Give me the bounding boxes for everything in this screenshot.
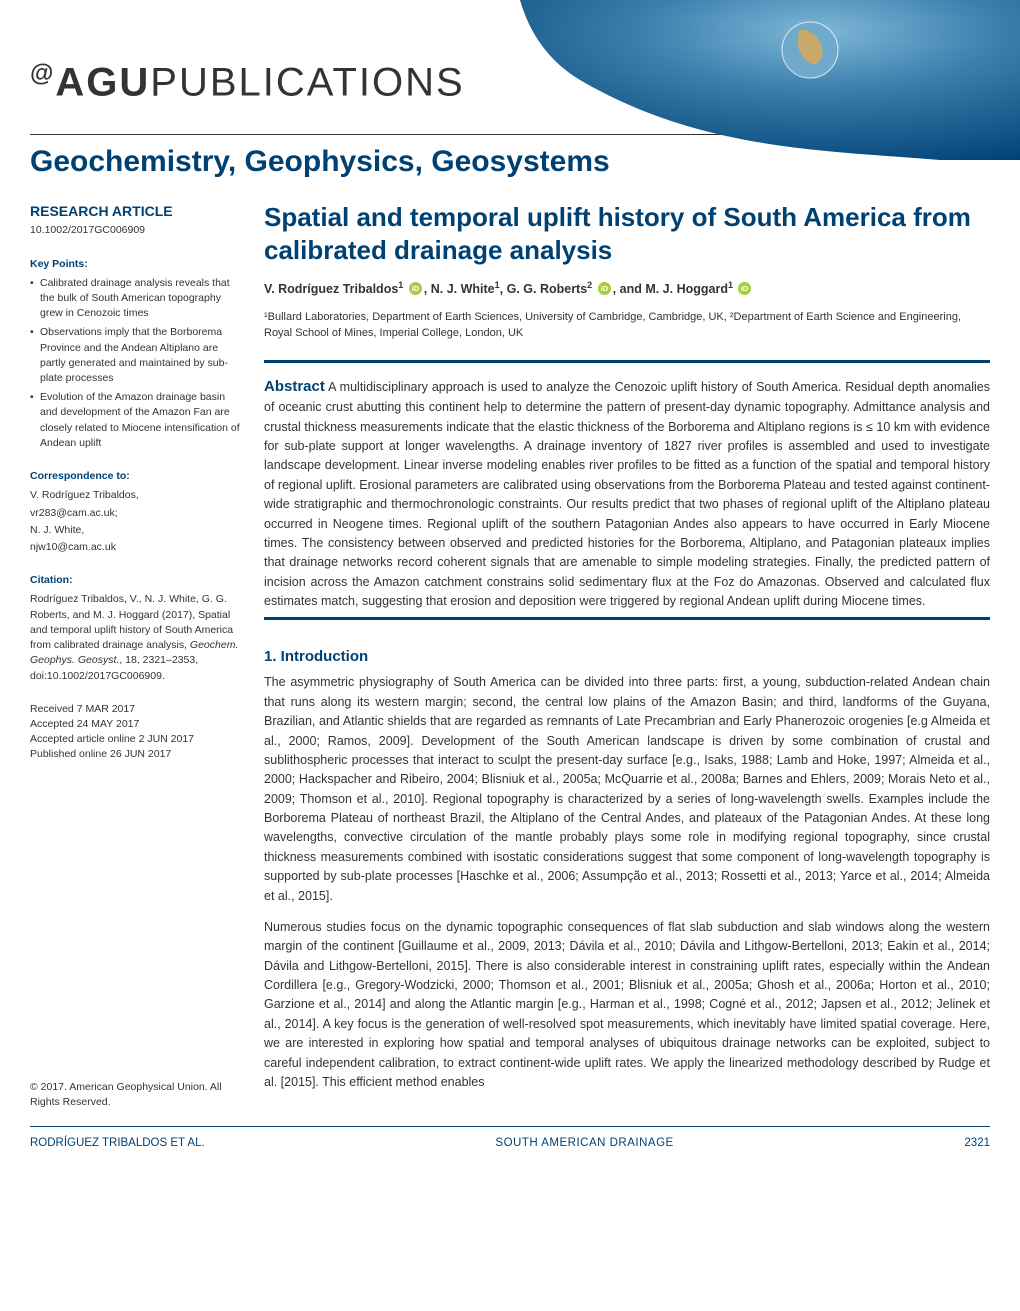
author-affil-sup: 1 bbox=[728, 280, 733, 290]
footer: RODRÍGUEZ TRIBALDOS ET AL. SOUTH AMERICA… bbox=[30, 1127, 990, 1149]
author-affil-sup: 2 bbox=[587, 280, 592, 290]
keypoint-item: Calibrated drainage analysis reveals tha… bbox=[30, 276, 242, 322]
date-line: Accepted 24 MAY 2017 bbox=[30, 717, 242, 732]
footer-page-number: 2321 bbox=[964, 1137, 990, 1149]
doi: 10.1002/2017GC006909 bbox=[30, 223, 242, 238]
date-line: Accepted article online 2 JUN 2017 bbox=[30, 732, 242, 747]
svg-text:iD: iD bbox=[600, 284, 608, 293]
article-title: Spatial and temporal uplift history of S… bbox=[264, 201, 990, 266]
logo-thin: PUBLICATIONS bbox=[150, 60, 464, 104]
article-type-label: RESEARCH ARTICLE bbox=[30, 201, 242, 221]
orcid-icon[interactable]: iD bbox=[598, 282, 611, 295]
abstract-bottom-rule bbox=[264, 617, 990, 620]
orcid-icon[interactable]: iD bbox=[409, 282, 422, 295]
svg-text:iD: iD bbox=[741, 284, 749, 293]
author-name: V. Rodríguez Tribaldos bbox=[264, 282, 398, 296]
correspondence-line: vr283@cam.ac.uk; bbox=[30, 506, 242, 521]
date-line: Received 7 MAR 2017 bbox=[30, 702, 242, 717]
sidebar: RESEARCH ARTICLE 10.1002/2017GC006909 Ke… bbox=[30, 201, 242, 1104]
keypoints-list: Calibrated drainage analysis reveals tha… bbox=[30, 276, 242, 451]
logo-prefix: @ bbox=[30, 60, 55, 87]
footer-authors: RODRÍGUEZ TRIBALDOS ET AL. bbox=[30, 1137, 205, 1149]
abstract-top-rule bbox=[264, 360, 990, 363]
correspondence-line: V. Rodríguez Tribaldos, bbox=[30, 488, 242, 503]
orcid-icon[interactable]: iD bbox=[738, 282, 751, 295]
abstract-label: Abstract bbox=[264, 378, 325, 395]
svg-text:iD: iD bbox=[412, 284, 420, 293]
correspondence-line: njw10@cam.ac.uk bbox=[30, 540, 242, 555]
correspondence-heading: Correspondence to: bbox=[30, 469, 242, 484]
author-affil-sup: 1 bbox=[398, 280, 403, 290]
dates-block: Received 7 MAR 2017 Accepted 24 MAY 2017… bbox=[30, 702, 242, 763]
keypoint-item: Observations imply that the Borborema Pr… bbox=[30, 325, 242, 386]
correspondence-line: N. J. White, bbox=[30, 523, 242, 538]
copyright: © 2017. American Geophysical Union. All … bbox=[30, 1080, 242, 1109]
correspondence-block: V. Rodríguez Tribaldos, vr283@cam.ac.uk;… bbox=[30, 488, 242, 555]
footer-running-title: SOUTH AMERICAN DRAINAGE bbox=[205, 1137, 965, 1149]
logo-bold: AGU bbox=[55, 60, 150, 104]
affiliations: ¹Bullard Laboratories, Department of Ear… bbox=[264, 310, 990, 342]
main-content: Spatial and temporal uplift history of S… bbox=[264, 201, 990, 1104]
citation-block: Rodríguez Tribaldos, V., N. J. White, G.… bbox=[30, 592, 242, 683]
author-name: , N. J. White bbox=[424, 282, 495, 296]
abstract-block: Abstract A multidisciplinary approach is… bbox=[264, 375, 990, 611]
body-paragraph: The asymmetric physiography of South Ame… bbox=[264, 673, 990, 906]
globe-badge bbox=[520, 0, 1020, 160]
citation-heading: Citation: bbox=[30, 573, 242, 588]
keypoints-heading: Key Points: bbox=[30, 257, 242, 272]
keypoint-item: Evolution of the Amazon drainage basin a… bbox=[30, 390, 242, 451]
date-line: Published online 26 JUN 2017 bbox=[30, 747, 242, 762]
abstract-text: A multidisciplinary approach is used to … bbox=[264, 380, 990, 608]
body-paragraph: Numerous studies focus on the dynamic to… bbox=[264, 918, 990, 1092]
authors-line: V. Rodríguez Tribaldos1 iD, N. J. White1… bbox=[264, 280, 990, 296]
header: @AGUPUBLICATIONS bbox=[30, 60, 990, 130]
author-name: , G. G. Roberts bbox=[500, 282, 588, 296]
intro-heading: 1. Introduction bbox=[264, 648, 990, 665]
author-name: , and M. J. Hoggard bbox=[613, 282, 728, 296]
